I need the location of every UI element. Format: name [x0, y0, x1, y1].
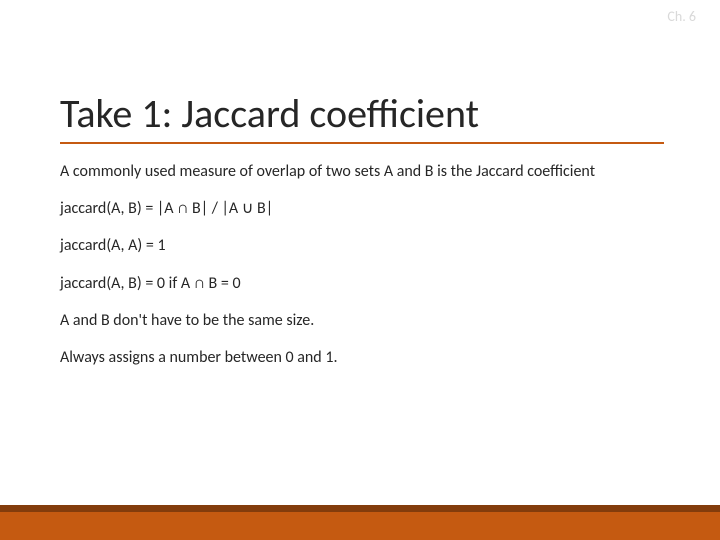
- body-paragraph: jaccard(A, A) = 1: [60, 236, 664, 255]
- slide-title: Take 1: Jaccard coefficient: [60, 92, 664, 136]
- body-paragraph: A commonly used measure of overlap of tw…: [60, 162, 664, 181]
- body-paragraph: jaccard(A, B) = |A ∩ B| / |A ∪ B|: [60, 199, 664, 218]
- slide-body: A commonly used measure of overlap of tw…: [60, 162, 664, 367]
- chapter-label: Ch. 6: [667, 8, 696, 25]
- slide-content: Take 1: Jaccard coefficient A commonly u…: [60, 92, 664, 385]
- title-underline: [60, 142, 664, 144]
- footer-bar: [0, 512, 720, 540]
- body-paragraph: A and B don't have to be the same size.: [60, 311, 664, 330]
- body-paragraph: Always assigns a number between 0 and 1.: [60, 348, 664, 367]
- body-paragraph: jaccard(A, B) = 0 if A ∩ B = 0: [60, 274, 664, 293]
